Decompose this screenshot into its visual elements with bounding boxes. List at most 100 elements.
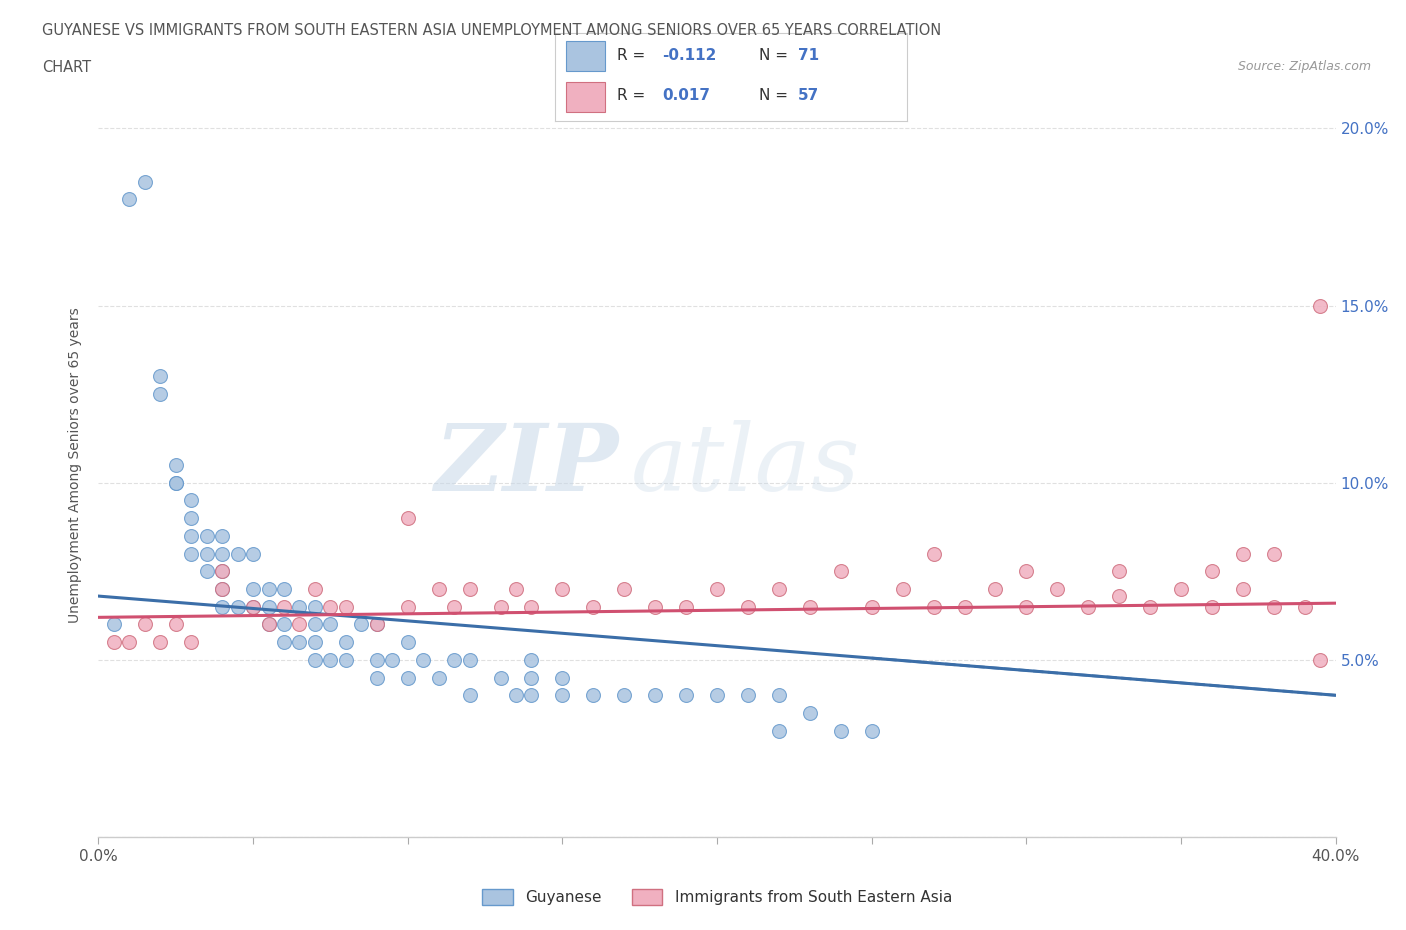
Point	[304, 653, 326, 668]
Point	[505, 688, 527, 703]
Point	[1077, 599, 1099, 614]
Text: CHART: CHART	[42, 60, 91, 75]
Point	[830, 724, 852, 738]
Point	[613, 688, 636, 703]
Point	[551, 671, 574, 685]
Point	[1294, 599, 1316, 614]
Point	[211, 599, 233, 614]
Text: Source: ZipAtlas.com: Source: ZipAtlas.com	[1237, 60, 1371, 73]
Point	[675, 599, 697, 614]
Point	[443, 653, 465, 668]
Point	[273, 599, 295, 614]
Point	[319, 599, 342, 614]
Point	[211, 581, 233, 596]
Point	[288, 617, 311, 631]
Point	[582, 688, 605, 703]
Point	[922, 599, 945, 614]
Point	[1108, 564, 1130, 578]
Point	[830, 564, 852, 578]
Point	[257, 599, 280, 614]
Point	[257, 617, 280, 631]
Point	[458, 581, 481, 596]
Point	[273, 617, 295, 631]
Point	[706, 688, 728, 703]
Point	[335, 634, 357, 649]
Point	[1201, 599, 1223, 614]
Point	[366, 617, 388, 631]
Point	[1015, 599, 1038, 614]
Text: atlas: atlas	[630, 420, 860, 510]
Point	[1108, 589, 1130, 604]
Point	[458, 688, 481, 703]
Text: R =: R =	[617, 48, 650, 63]
Point	[149, 634, 172, 649]
Point	[520, 599, 543, 614]
Point	[211, 528, 233, 543]
Point	[319, 653, 342, 668]
Point	[366, 653, 388, 668]
Point	[257, 617, 280, 631]
Point	[165, 475, 187, 490]
Text: 57: 57	[799, 88, 820, 103]
Point	[768, 724, 790, 738]
Point	[520, 653, 543, 668]
Text: N =: N =	[759, 88, 793, 103]
Point	[737, 599, 759, 614]
Point	[180, 634, 202, 649]
Point	[644, 688, 666, 703]
Point	[1263, 546, 1285, 561]
Point	[891, 581, 914, 596]
Point	[551, 688, 574, 703]
Point	[489, 599, 512, 614]
Point	[335, 599, 357, 614]
Point	[350, 617, 373, 631]
Point	[458, 653, 481, 668]
Point	[613, 581, 636, 596]
Point	[165, 475, 187, 490]
Point	[319, 617, 342, 631]
Point	[118, 192, 141, 206]
Text: ZIP: ZIP	[434, 420, 619, 510]
Point	[505, 581, 527, 596]
Point	[1232, 581, 1254, 596]
Point	[644, 599, 666, 614]
Point	[799, 706, 821, 721]
Point	[211, 546, 233, 561]
Point	[103, 634, 125, 649]
Point	[180, 493, 202, 508]
Point	[582, 599, 605, 614]
Point	[195, 546, 218, 561]
Text: 0.017: 0.017	[662, 88, 710, 103]
Point	[226, 546, 249, 561]
Point	[304, 599, 326, 614]
Point	[922, 546, 945, 561]
Text: R =: R =	[617, 88, 650, 103]
Point	[520, 688, 543, 703]
Point	[860, 599, 883, 614]
Point	[134, 617, 156, 631]
Point	[288, 599, 311, 614]
Point	[134, 174, 156, 189]
Point	[180, 511, 202, 525]
Y-axis label: Unemployment Among Seniors over 65 years: Unemployment Among Seniors over 65 years	[69, 307, 83, 623]
Point	[273, 634, 295, 649]
Point	[195, 528, 218, 543]
Point	[396, 634, 419, 649]
Point	[366, 671, 388, 685]
Point	[180, 528, 202, 543]
Point	[335, 653, 357, 668]
Point	[288, 634, 311, 649]
Point	[1139, 599, 1161, 614]
Point	[953, 599, 976, 614]
Point	[675, 688, 697, 703]
Point	[1309, 653, 1331, 668]
Point	[984, 581, 1007, 596]
Point	[180, 546, 202, 561]
Text: GUYANESE VS IMMIGRANTS FROM SOUTH EASTERN ASIA UNEMPLOYMENT AMONG SENIORS OVER 6: GUYANESE VS IMMIGRANTS FROM SOUTH EASTER…	[42, 23, 942, 38]
Point	[427, 671, 450, 685]
Point	[1263, 599, 1285, 614]
Point	[149, 369, 172, 384]
Point	[551, 581, 574, 596]
Point	[242, 546, 264, 561]
Bar	[565, 82, 605, 112]
